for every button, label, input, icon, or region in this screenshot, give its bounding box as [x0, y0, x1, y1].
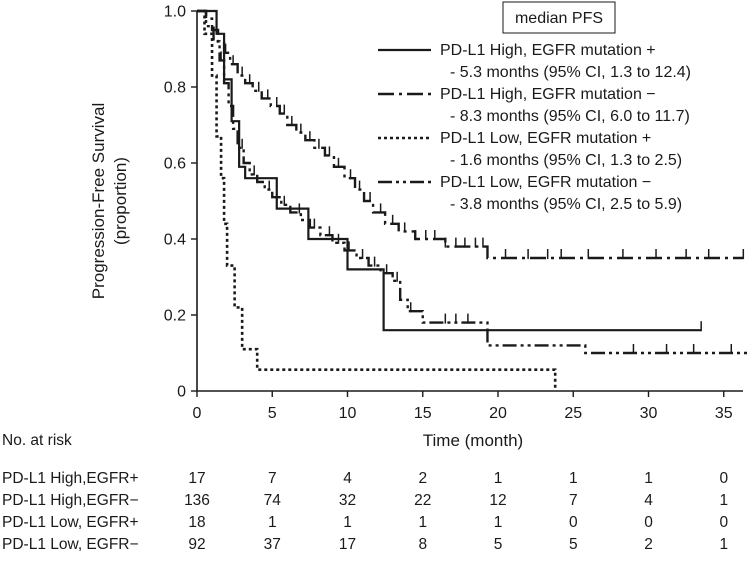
x-tick-label: 5: [268, 405, 277, 422]
x-tick-label: 35: [715, 405, 733, 422]
risk-count: 8: [418, 536, 427, 553]
risk-count: 0: [569, 514, 578, 531]
y-tick-label: 0.4: [164, 232, 186, 249]
risk-count: 0: [719, 470, 728, 487]
y-axis-title: Progression-Free Survival: [89, 103, 108, 300]
risk-count: 17: [339, 536, 356, 553]
risk-count: 1: [569, 470, 578, 487]
x-tick-label: 20: [489, 405, 507, 422]
legend-label: PD-L1 High, EGFR mutation +: [440, 42, 656, 59]
legend-median: - 5.3 months (95% CI, 1.3 to 12.4): [450, 64, 691, 81]
y-tick-label: 0.8: [164, 80, 186, 97]
risk-count: 1: [719, 536, 728, 553]
risk-count: 92: [188, 536, 205, 553]
risk-count: 2: [644, 536, 653, 553]
risk-count: 1: [418, 514, 427, 531]
risk-row-label: PD-L1 High,EGFR−: [2, 492, 139, 509]
legend-label: PD-L1 High, EGFR mutation −: [440, 86, 656, 103]
risk-row-label: PD-L1 High,EGFR+: [2, 470, 139, 487]
series-1: [197, 9, 702, 332]
risk-count: 32: [339, 492, 356, 509]
risk-count: 4: [644, 492, 653, 509]
risk-count: 7: [569, 492, 578, 509]
legend-median: - 1.6 months (95% CI, 1.3 to 2.5): [450, 152, 682, 169]
risk-count: 17: [188, 470, 205, 487]
risk-row-label: PD-L1 Low, EGFR−: [2, 536, 139, 553]
risk-count: 0: [644, 514, 653, 531]
legend-title: median PFS: [515, 10, 603, 27]
y-tick-label: 0.2: [164, 308, 186, 325]
x-ticks: 0 5 10 15 20 25 30 35: [193, 391, 733, 422]
y-axis-subtitle: (proportion): [111, 157, 130, 245]
x-tick-label: 25: [564, 405, 582, 422]
x-tick-label: 15: [414, 405, 432, 422]
legend-median: - 3.8 months (95% CI, 2.5 to 5.9): [450, 196, 682, 213]
legend-title-box: [502, 1, 616, 34]
y-tick-label: 0.6: [164, 156, 186, 173]
risk-count: 5: [569, 536, 578, 553]
survival-line: [197, 9, 702, 332]
series-2: [197, 9, 745, 260]
risk-count: 1: [268, 514, 277, 531]
y-ticks: 0 0.2 0.4 0.6 0.8 1.0: [164, 4, 197, 401]
risk-count: 18: [188, 514, 205, 531]
y-tick-label: 1.0: [164, 4, 186, 21]
survival-curves: [197, 9, 749, 391]
risk-row-label: PD-L1 Low, EGFR+: [2, 514, 139, 531]
risk-count: 7: [268, 470, 277, 487]
risk-count: 37: [264, 536, 281, 553]
risk-count: 1: [343, 514, 352, 531]
legend-label: PD-L1 Low, EGFR mutation +: [440, 130, 651, 147]
risk-table: No. at risk PD-L1 High,EGFR+ 17 7 4 2 1 1 1 0PD-…: [2, 432, 728, 553]
risk-count: 22: [414, 492, 431, 509]
risk-count: 1: [644, 470, 653, 487]
x-tick-label: 30: [640, 405, 658, 422]
legend-label: PD-L1 Low, EGFR mutation −: [440, 174, 651, 191]
legend: median PFS PD-L1 High, EGFR mutation + - …: [378, 1, 691, 213]
survival-line: [197, 9, 749, 355]
risk-count: 12: [489, 492, 506, 509]
risk-count: 4: [343, 470, 352, 487]
risk-count: 2: [418, 470, 427, 487]
legend-median: - 8.3 months (95% CI, 6.0 to 11.7): [450, 108, 690, 125]
risk-count: 1: [719, 492, 728, 509]
x-tick-label: 0: [193, 405, 202, 422]
risk-count: 0: [719, 514, 728, 531]
risk-count: 1: [494, 514, 503, 531]
y-tick-label: 0: [177, 384, 186, 401]
series-4: [197, 9, 749, 355]
risk-count: 136: [184, 492, 210, 509]
x-tick-label: 10: [339, 405, 357, 422]
risk-table-heading: No. at risk: [2, 432, 72, 449]
risk-count: 1: [494, 470, 503, 487]
risk-count: 74: [264, 492, 282, 509]
risk-count: 5: [494, 536, 503, 553]
x-axis-title: Time (month): [423, 431, 523, 450]
